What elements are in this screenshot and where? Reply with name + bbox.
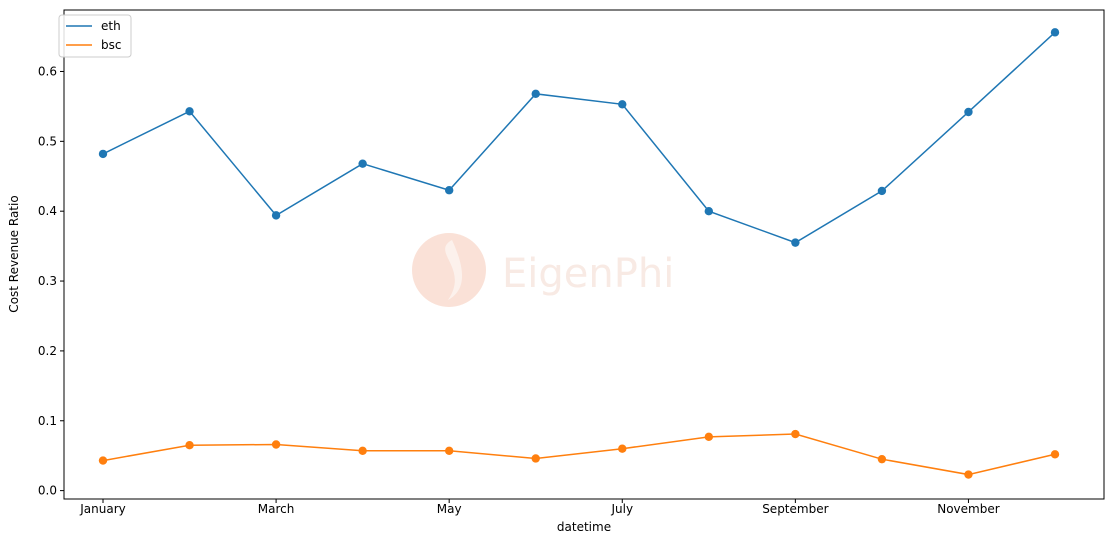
data-point-bsc (271, 440, 281, 449)
data-point-eth (358, 159, 367, 168)
data-point-bsc (185, 441, 194, 450)
x-tick-label: January (79, 502, 126, 516)
data-point-bsc (618, 444, 627, 453)
data-point-eth (618, 100, 627, 109)
legend-label-eth: eth (101, 19, 121, 33)
x-tick-label: November (937, 502, 999, 516)
x-axis: January March May July September November (79, 499, 1000, 516)
data-point-eth (964, 107, 973, 117)
data-point-bsc (1050, 450, 1060, 459)
x-axis-label: datetime (557, 520, 611, 534)
data-point-bsc (358, 446, 367, 455)
data-point-bsc (704, 432, 714, 442)
data-point-bsc (877, 454, 887, 464)
series-line-eth (102, 31, 1056, 244)
data-point-eth (185, 107, 194, 116)
watermark-logo-swirl-icon (445, 240, 463, 300)
series-layer (98, 28, 1060, 479)
data-point-eth (271, 211, 281, 220)
data-point-eth (877, 186, 887, 196)
y-tick-label: 0.5 (38, 134, 57, 148)
x-tick-label: May (437, 502, 462, 516)
data-point-bsc (444, 446, 454, 455)
y-tick-label: 0.4 (38, 204, 57, 218)
data-point-eth (531, 89, 540, 99)
x-tick-label: September (762, 502, 828, 516)
y-tick-label: 0.2 (38, 344, 57, 358)
y-axis-label: Cost Revenue Ratio (7, 195, 21, 312)
legend-label-bsc: bsc (101, 38, 121, 52)
watermark-logo-icon (412, 233, 486, 307)
series-eth (98, 28, 1060, 247)
watermark: EigenPhi (412, 233, 674, 307)
data-point-bsc (531, 454, 540, 463)
data-point-eth (444, 186, 454, 195)
y-tick-label: 0.6 (38, 64, 57, 78)
y-tick-label: 0.1 (38, 414, 57, 428)
legend: eth bsc (58, 14, 132, 58)
data-point-bsc (791, 429, 800, 439)
data-point-bsc (964, 470, 973, 479)
data-point-eth (791, 238, 800, 247)
series-bsc (98, 429, 1060, 479)
series-line-bsc (102, 433, 1056, 476)
y-axis: 0.0 0.1 0.2 0.3 0.4 0.5 0.6 (38, 64, 64, 498)
watermark-text: EigenPhi (502, 251, 674, 297)
y-tick-label: 0.3 (38, 274, 57, 288)
y-tick-label: 0.0 (38, 484, 57, 498)
data-point-eth (1050, 28, 1060, 37)
data-point-bsc (98, 456, 108, 465)
x-tick-label: July (610, 502, 633, 516)
x-tick-label: March (258, 502, 295, 516)
plot-area-frame (63, 9, 1105, 500)
data-point-eth (98, 149, 108, 159)
data-point-eth (704, 206, 714, 216)
